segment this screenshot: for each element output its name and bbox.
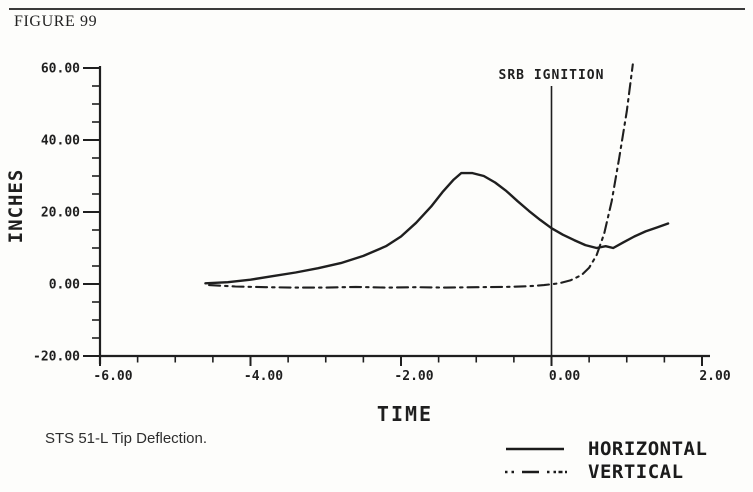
x-tick-label: -6.00 <box>93 369 132 384</box>
chart-legend: HORIZONTAL VERTICAL <box>504 437 707 483</box>
solid-line-sample-icon <box>506 447 564 450</box>
legend-label-vertical: VERTICAL <box>588 460 684 483</box>
legend-label-horizontal: HORIZONTAL <box>588 437 708 460</box>
vertical-curve <box>208 63 634 289</box>
y-tick-label: 60.00 <box>41 62 80 77</box>
legend-item-horizontal: HORIZONTAL <box>504 437 707 460</box>
dash-dot-line-sample-icon <box>505 470 567 473</box>
y-tick-label: 0.00 <box>49 278 80 293</box>
y-tick-label: -20.00 <box>33 350 80 365</box>
top-rule <box>9 8 745 10</box>
horizontal-curve <box>204 171 670 285</box>
y-axis-title: INCHES <box>5 169 27 244</box>
figure-number-label: FIGURE 99 <box>14 13 98 30</box>
x-tick-label: -4.00 <box>244 369 283 384</box>
figure-caption: STS 51-L Tip Deflection. <box>45 430 208 447</box>
legend-item-vertical: VERTICAL <box>504 460 707 483</box>
y-tick-label: 20.00 <box>41 206 80 221</box>
x-tick-label: -2.00 <box>394 369 433 384</box>
x-tick-label: 0.00 <box>549 369 580 384</box>
srb-ignition-label: SRB IGNITION <box>499 68 605 83</box>
x-axis-title: TIME <box>377 402 433 426</box>
x-tick-label: 2.00 <box>699 369 730 384</box>
y-tick-label: 40.00 <box>41 134 80 149</box>
